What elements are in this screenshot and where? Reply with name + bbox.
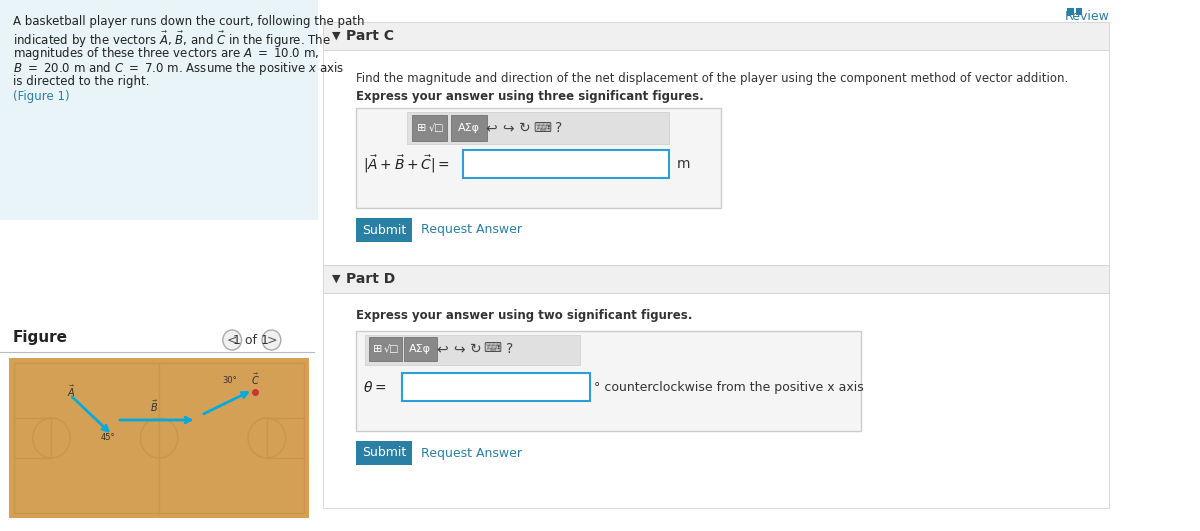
Text: $\vec{A}$: $\vec{A}$ (67, 383, 76, 399)
Text: Express your answer using two significant figures.: Express your answer using two significan… (355, 309, 692, 322)
Text: $\theta =$: $\theta =$ (364, 380, 386, 395)
Bar (355, 331, 862, 431)
Bar (1067, 8, 1074, 15)
Text: Part C: Part C (347, 29, 395, 43)
Text: AΣφ: AΣφ (458, 123, 480, 133)
Bar (404, 337, 437, 361)
Text: ° counterclockwise from the positive x axis: ° counterclockwise from the positive x a… (594, 381, 864, 393)
Text: ▼: ▼ (332, 31, 341, 41)
Text: ⊞: ⊞ (372, 344, 382, 354)
Text: indicated by the vectors $\vec{A}$, $\vec{B}$, and $\vec{C}$ in the figure. The: indicated by the vectors $\vec{A}$, $\ve… (13, 30, 331, 50)
Text: magnitudes of these three vectors are $A\ =\ 10.0\ \mathrm{m}$,: magnitudes of these three vectors are $A… (13, 45, 319, 62)
Text: (Figure 1): (Figure 1) (13, 90, 70, 103)
Text: 30°: 30° (222, 376, 236, 385)
Text: >: > (266, 333, 277, 347)
Text: Review: Review (1064, 10, 1109, 23)
Bar (407, 112, 670, 144)
Text: ⌨: ⌨ (533, 122, 551, 134)
Text: ⊞: ⊞ (416, 123, 426, 133)
Text: √□: √□ (384, 344, 400, 354)
Text: AΣφ: AΣφ (409, 344, 431, 354)
Circle shape (262, 330, 281, 350)
Bar (365, 335, 581, 365)
Text: ↻: ↻ (520, 121, 530, 135)
Text: Express your answer using three significant figures.: Express your answer using three signific… (355, 90, 703, 103)
Bar (412, 115, 448, 141)
Bar (14, 418, 52, 458)
Bar (323, 265, 1109, 293)
Text: $\vec{C}$: $\vec{C}$ (251, 372, 259, 387)
Text: 45°: 45° (101, 433, 115, 442)
Text: Submit: Submit (361, 447, 406, 459)
Bar (355, 108, 721, 208)
Text: A basketball player runs down the court, following the path: A basketball player runs down the court,… (13, 15, 365, 28)
Text: ↩: ↩ (436, 342, 448, 356)
Circle shape (223, 330, 241, 350)
Bar (323, 293, 1109, 508)
Text: Figure: Figure (13, 330, 68, 345)
Text: $\vec{B}$: $\vec{B}$ (150, 399, 158, 414)
Text: $|\vec{A} + \vec{B} + \vec{C}|=$: $|\vec{A} + \vec{B} + \vec{C}|=$ (364, 153, 450, 175)
Bar (14, 363, 305, 513)
Bar (402, 373, 589, 401)
Text: ?: ? (556, 121, 563, 135)
Text: √□: √□ (428, 123, 444, 133)
Bar (368, 337, 402, 361)
Bar (1075, 8, 1082, 15)
Bar (323, 50, 1109, 265)
Text: ⌨: ⌨ (484, 342, 502, 355)
Text: ↩: ↩ (486, 121, 497, 135)
Text: is directed to the right.: is directed to the right. (13, 75, 150, 88)
Bar (10, 358, 308, 518)
Bar (451, 115, 487, 141)
Text: <: < (227, 333, 238, 347)
Bar (355, 218, 412, 242)
Text: ↪: ↪ (452, 342, 464, 356)
Text: Submit: Submit (361, 224, 406, 236)
Text: Request Answer: Request Answer (421, 224, 522, 236)
Text: ▼: ▼ (332, 274, 341, 284)
Text: ↪: ↪ (503, 121, 514, 135)
Bar (0, 0, 318, 220)
Text: Request Answer: Request Answer (421, 447, 522, 459)
Text: Find the magnitude and direction of the net displacement of the player using the: Find the magnitude and direction of the … (355, 72, 1068, 85)
Text: ?: ? (505, 342, 512, 356)
Text: Part D: Part D (347, 272, 396, 286)
Text: m: m (677, 157, 690, 171)
Bar (323, 22, 1109, 50)
Text: ↻: ↻ (469, 342, 481, 356)
Bar (355, 441, 412, 465)
Text: $B\ =\ 20.0\ \mathrm{m}$ and $C\ =\ 7.0\ \mathrm{m}$. Assume the positive $x$ ax: $B\ =\ 20.0\ \mathrm{m}$ and $C\ =\ 7.0\… (13, 60, 344, 77)
Text: 1 of 1: 1 of 1 (233, 333, 269, 347)
Bar (266, 418, 305, 458)
Bar (463, 150, 670, 178)
